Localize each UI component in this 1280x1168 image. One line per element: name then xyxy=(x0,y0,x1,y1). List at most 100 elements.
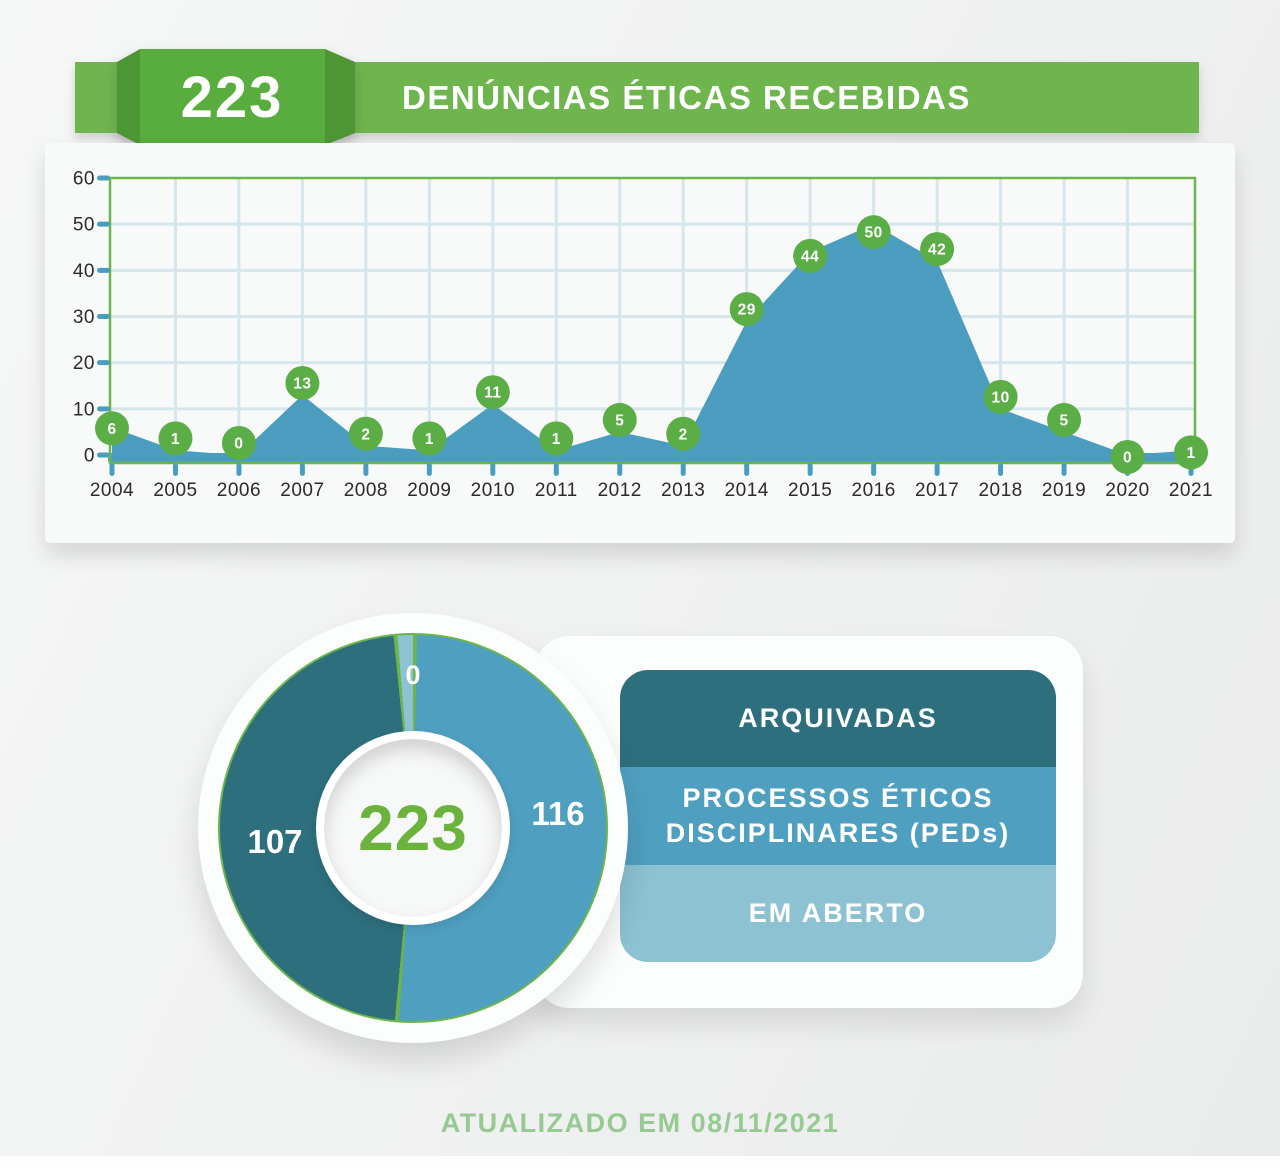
year-label: 2006 xyxy=(217,480,261,501)
year-label: 2020 xyxy=(1105,480,1149,501)
data-point-marker xyxy=(221,426,256,460)
y-axis-label: 40 xyxy=(73,261,95,282)
y-tick xyxy=(97,175,110,181)
x-tick xyxy=(680,463,686,476)
data-point-value: 2 xyxy=(679,426,688,443)
x-tick xyxy=(426,463,432,476)
y-axis-label: 50 xyxy=(73,215,95,236)
data-point-value: 6 xyxy=(107,421,116,438)
area-chart-card: 0 10 20 30 40 50 60 2004 2005 2006 2007 2008 2009 201… xyxy=(45,143,1235,543)
x-tick xyxy=(998,463,1004,476)
y-tick xyxy=(97,452,110,458)
data-point-value: 5 xyxy=(615,412,624,429)
data-point-marker xyxy=(1174,435,1208,470)
y-axis-label: 20 xyxy=(73,353,95,374)
legend-item-peds: PROCESSOS ÉTICOS DISCIPLINARES (PEDs) xyxy=(620,767,1056,865)
data-point-marker xyxy=(158,421,193,456)
x-tick xyxy=(172,463,178,476)
year-label: 2005 xyxy=(153,480,197,501)
year-label: 2008 xyxy=(344,480,388,501)
data-point-marker xyxy=(539,421,574,456)
data-point-marker xyxy=(1110,440,1145,474)
year-label: 2004 xyxy=(90,480,134,501)
x-tick xyxy=(299,463,305,476)
data-point-value: 1 xyxy=(1186,445,1195,462)
total-count-ribbon-badge: 223 xyxy=(117,49,355,145)
y-axis-label: 0 xyxy=(84,446,95,467)
ribbon-fold-left xyxy=(117,49,140,145)
data-point-marker xyxy=(348,416,383,451)
legend-label: ARQUIVADAS xyxy=(738,703,938,734)
data-point-marker xyxy=(666,416,701,451)
legend-label: PROCESSOS ÉTICOS DISCIPLINARES (PEDs) xyxy=(665,782,1011,848)
data-point-value: 0 xyxy=(234,436,243,453)
year-label: 2014 xyxy=(725,480,769,501)
total-count-value: 223 xyxy=(181,65,284,130)
data-point-value: 42 xyxy=(928,242,946,259)
ribbon-center xyxy=(140,49,325,145)
data-point-marker xyxy=(920,232,955,267)
data-point-marker xyxy=(1047,402,1082,437)
y-tick xyxy=(97,360,110,366)
slice-value-arquivadas: 107 xyxy=(247,823,303,860)
legend-label: EM ABERTO xyxy=(748,897,928,928)
data-point-marker xyxy=(793,238,828,273)
x-tick xyxy=(363,463,369,476)
x-tick xyxy=(807,463,813,476)
bottom-strip xyxy=(0,1156,1280,1168)
area-series xyxy=(112,224,1191,459)
legend-item-arquivadas: ARQUIVADAS xyxy=(620,670,1056,768)
ribbon-fold-right xyxy=(325,49,355,145)
x-tick xyxy=(1061,463,1067,476)
data-point-value: 44 xyxy=(801,248,819,265)
year-label: 2010 xyxy=(471,480,515,501)
x-tick xyxy=(236,463,242,476)
y-tick xyxy=(97,267,110,273)
data-point-marker xyxy=(983,379,1018,414)
data-point-marker xyxy=(475,375,510,410)
donut-total-value: 223 xyxy=(358,792,468,864)
data-point-value: 0 xyxy=(1123,450,1132,467)
data-point-value: 50 xyxy=(865,225,883,242)
data-point-marker xyxy=(729,292,764,327)
slice-value-peds: 116 xyxy=(531,795,585,832)
year-label: 2013 xyxy=(661,480,705,501)
updated-date-text: ATUALIZADO EM 08/11/2021 xyxy=(440,1108,840,1138)
year-label: 2007 xyxy=(280,480,324,501)
data-point-value: 5 xyxy=(1059,412,1068,429)
data-point-value: 1 xyxy=(171,431,180,448)
legend-stack: ARQUIVADAS PROCESSOS ÉTICOS DISCIPLINARE… xyxy=(620,670,1056,962)
page-title: DENÚNCIAS ÉTICAS RECEBIDAS xyxy=(402,79,971,116)
x-tick xyxy=(871,463,877,476)
x-tick xyxy=(553,463,559,476)
data-point-value: 10 xyxy=(991,389,1009,406)
y-tick xyxy=(97,221,110,227)
data-point-value: 11 xyxy=(484,385,501,402)
year-label: 2016 xyxy=(852,480,896,501)
year-label: 2018 xyxy=(978,480,1022,501)
x-axis-bar xyxy=(108,453,1197,463)
year-label: 2017 xyxy=(915,480,959,501)
y-axis-label: 60 xyxy=(73,169,95,190)
x-tick xyxy=(744,463,750,476)
donut-center: 223 xyxy=(316,731,510,925)
data-point-marker xyxy=(602,402,637,437)
y-axis-label: 30 xyxy=(73,307,95,328)
y-tick xyxy=(97,314,110,319)
year-label: 2021 xyxy=(1169,480,1213,501)
data-point-value: 13 xyxy=(293,375,311,392)
data-point-marker xyxy=(412,421,447,456)
slice-value-em-aberto: 0 xyxy=(405,660,421,690)
y-axis-label: 10 xyxy=(73,399,95,420)
y-tick xyxy=(97,406,110,412)
year-label: 2019 xyxy=(1042,480,1086,501)
data-point-marker xyxy=(95,411,129,446)
data-point-value: 1 xyxy=(425,431,434,448)
x-tick xyxy=(934,463,940,476)
year-label: 2009 xyxy=(407,480,451,501)
year-label: 2012 xyxy=(598,480,642,501)
data-point-value: 29 xyxy=(738,302,756,319)
data-point-marker xyxy=(856,215,891,250)
